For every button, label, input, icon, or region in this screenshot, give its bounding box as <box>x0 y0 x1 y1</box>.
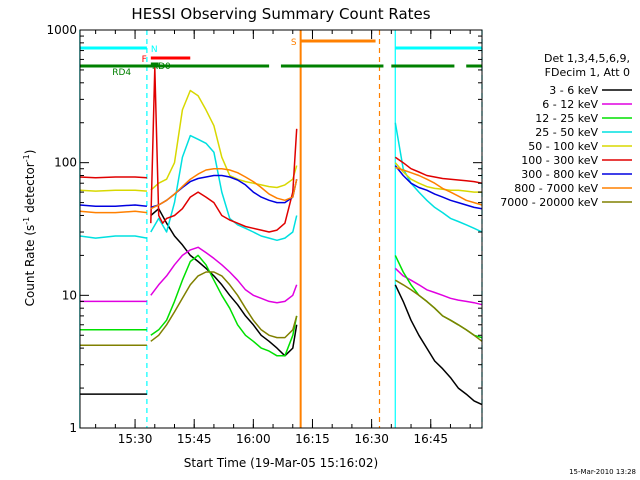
y-tick-label: 1 <box>69 421 77 435</box>
legend-label: 25 - 50 keV <box>535 126 598 139</box>
x-tick-label: 15:30 <box>118 432 153 446</box>
series-line <box>150 271 298 342</box>
legend-header-line: Det 1,3,4,5,6,9, <box>544 52 630 65</box>
svg-text:Count Rate (s-1 detector-1): Count Rate (s-1 detector-1) <box>22 150 37 307</box>
flag-label: N <box>151 45 158 55</box>
x-tick-label: 15:45 <box>177 432 212 446</box>
x-tick-label: 16:15 <box>295 432 330 446</box>
series-line <box>79 176 147 179</box>
legend-label: 50 - 100 keV <box>528 140 598 153</box>
flag-label: S <box>291 38 297 48</box>
legend-label: 6 - 12 keV <box>542 98 598 111</box>
series-line <box>150 89 298 191</box>
chart-title: HESSI Observing Summary Count Rates <box>131 5 430 23</box>
series-line <box>79 235 148 239</box>
legend-label: 12 - 25 keV <box>535 112 598 125</box>
timestamp: 15-Mar-2010 13:28 <box>569 468 636 476</box>
x-tick-label: 16:45 <box>413 432 448 446</box>
series-line <box>150 167 298 210</box>
y-tick-label: 100 <box>54 156 77 170</box>
series-line <box>150 134 298 242</box>
plot-area: NFRD0RD4S110100100015:3015:4516:0016:151… <box>46 23 483 446</box>
series-line <box>394 122 483 233</box>
y-axis-label: Count Rate (s-1 detector-1) <box>22 150 37 307</box>
series-line <box>150 254 298 357</box>
flag-label: RD4 <box>112 68 131 78</box>
series-line <box>150 207 298 357</box>
plot-frame <box>79 29 483 429</box>
legend-label: 3 - 6 keV <box>549 84 598 97</box>
series-line <box>79 189 147 192</box>
series-line <box>150 174 298 209</box>
legend-label: 100 - 300 keV <box>521 154 598 167</box>
legend-header: Det 1,3,4,5,6,9, FDecim 1, Att 0 <box>544 52 630 79</box>
series-line <box>394 284 483 406</box>
legend-label: 300 - 800 keV <box>521 168 598 181</box>
legend-header-line: FDecim 1, Att 0 <box>545 66 630 79</box>
legend-label: 800 - 7000 keV <box>514 182 598 195</box>
y-tick-label: 1000 <box>46 23 77 37</box>
y-tick-label: 10 <box>62 288 77 302</box>
series-line <box>150 66 298 233</box>
series-line <box>394 165 483 210</box>
legend-label: 7000 - 20000 keV <box>500 196 598 209</box>
series-line <box>150 246 298 304</box>
x-tick-label: 16:30 <box>354 432 389 446</box>
series-line <box>394 267 483 306</box>
series-line <box>79 204 147 207</box>
series-line <box>394 156 483 184</box>
series-line <box>394 255 483 339</box>
series-line <box>394 279 483 342</box>
x-axis-label: Start Time (19-Mar-05 15:16:02) <box>184 456 378 470</box>
flag-label: F <box>142 55 147 65</box>
series-line <box>395 166 483 206</box>
series-line <box>79 210 147 214</box>
series-line <box>394 162 482 193</box>
x-tick-label: 16:00 <box>236 432 271 446</box>
